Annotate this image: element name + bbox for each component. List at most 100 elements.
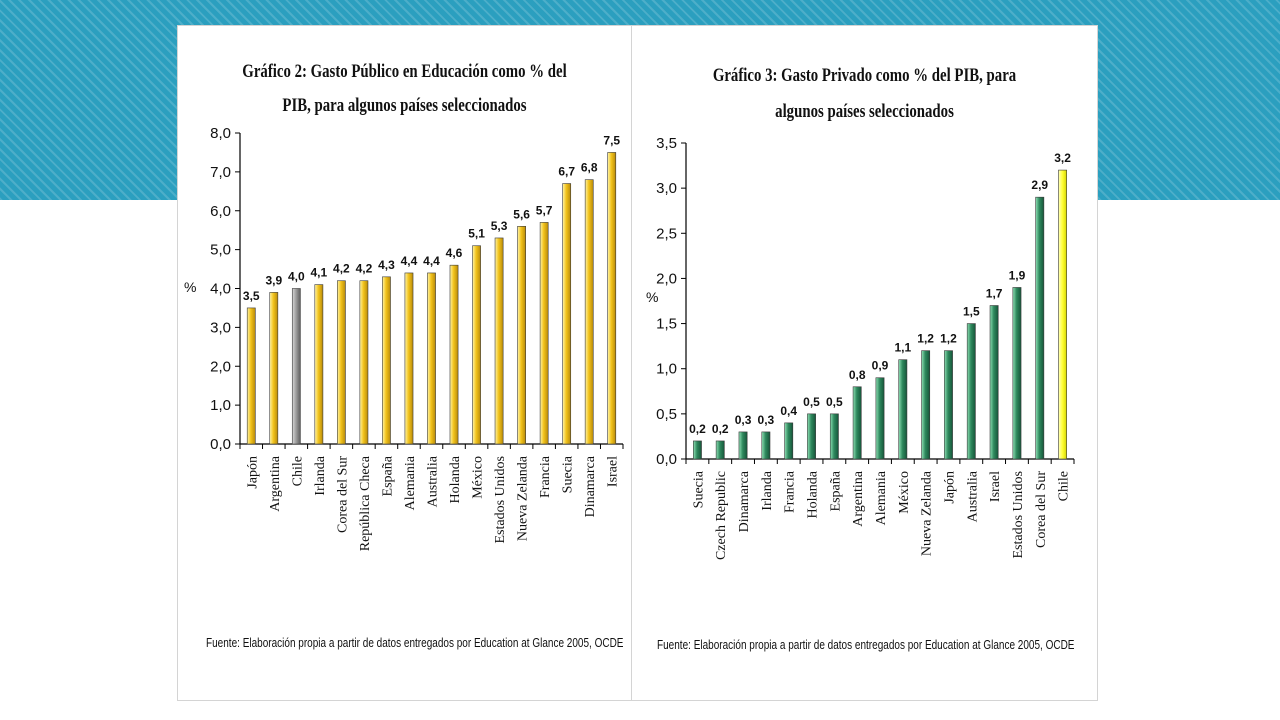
y-axis-label: %: [184, 279, 196, 295]
category-label: España: [828, 470, 843, 511]
chart-source-note: Fuente: Elaboración propia a partir de d…: [206, 636, 624, 650]
y-tick-label: 3,0: [656, 180, 677, 197]
data-label: 4,2: [356, 262, 373, 276]
y-tick-label: 2,5: [656, 225, 677, 242]
bar: [1058, 169, 1067, 460]
data-label: 3,5: [243, 289, 260, 303]
category-label: Chile: [290, 456, 305, 486]
data-label: 4,6: [446, 246, 463, 260]
bar: [989, 305, 999, 460]
data-label: 0,2: [712, 422, 729, 436]
bar: [517, 226, 526, 445]
data-label: 4,0: [288, 270, 305, 284]
bar: [944, 350, 953, 460]
category-label: Nueva Zelanda: [516, 455, 531, 541]
bar: [472, 245, 481, 445]
data-label: 1,5: [963, 305, 980, 319]
category-label: Holanda: [806, 470, 821, 518]
chart-title-line2: algunos países seleccionados: [775, 101, 954, 122]
data-label: 5,3: [491, 219, 508, 233]
category-label: República Checa: [358, 455, 373, 551]
bar: [875, 377, 885, 460]
bar: [715, 440, 725, 460]
category-label: Argentina: [851, 470, 866, 527]
data-label: 2,9: [1031, 178, 1048, 192]
category-label: Dinamarca: [583, 455, 598, 517]
bar: [291, 288, 301, 445]
bar: [829, 413, 839, 460]
category-label: Alemania: [403, 455, 418, 510]
bar: [1035, 196, 1045, 460]
bar: [427, 272, 436, 445]
data-label: 4,3: [378, 258, 395, 272]
y-tick-label: 2,0: [656, 270, 677, 287]
y-axis-label: %: [646, 289, 658, 305]
category-label: Suecia: [561, 455, 576, 493]
category-label: México: [897, 471, 912, 514]
bar: [1012, 287, 1022, 460]
bar: [966, 323, 976, 460]
category-label: Czech Republic: [714, 471, 729, 560]
y-tick-label: 7,0: [210, 164, 231, 181]
data-label: 0,9: [872, 359, 889, 373]
data-label: 1,7: [986, 287, 1003, 301]
y-tick-label: 4,0: [210, 281, 231, 298]
bar: [359, 280, 369, 445]
data-label: 0,5: [803, 395, 820, 409]
category-label: Israel: [988, 471, 1003, 502]
bar: [337, 280, 346, 445]
y-tick-label: 6,0: [210, 203, 231, 220]
bar: [382, 276, 391, 445]
y-tick-label: 8,0: [210, 125, 231, 142]
category-label: Irlanda: [760, 470, 775, 510]
bar: [584, 179, 594, 445]
y-tick-label: 0,0: [656, 451, 677, 468]
y-tick-label: 3,5: [656, 135, 677, 152]
data-label: 3,9: [265, 273, 282, 287]
category-label: Francia: [783, 470, 798, 513]
data-label: 0,2: [689, 422, 706, 436]
bar: [921, 350, 931, 460]
y-tick-label: 3,0: [210, 319, 231, 336]
category-label: Estados Unidos: [1011, 471, 1026, 559]
category-label: Japón: [942, 471, 957, 504]
category-label: Australia: [426, 455, 441, 507]
category-label: Nueva Zelanda: [920, 470, 935, 556]
bar: [314, 284, 324, 445]
bar: [539, 222, 549, 445]
private-spending-bar-chart: 0,0 0,5 1,0 1,5 2,0 2,5 3,0 3,5% 0,2 Suecia 0,2 Cze…: [646, 135, 1075, 560]
category-label: Corea del Sur: [335, 456, 350, 533]
category-label: Corea del Sur: [1034, 471, 1049, 548]
data-label: 0,8: [849, 368, 866, 382]
category-label: Estados Unidos: [493, 456, 508, 544]
data-label: 5,1: [468, 227, 485, 241]
category-label: Japón: [245, 456, 260, 489]
data-label: 0,3: [758, 413, 775, 427]
bar: [852, 386, 862, 460]
bar: [898, 359, 908, 460]
data-label: 0,4: [780, 404, 797, 418]
y-tick-label: 1,0: [210, 397, 231, 414]
chart-panel-public-spending: Gráfico 2: Gasto Público en Educación co…: [178, 26, 631, 700]
bar: [246, 307, 256, 445]
category-label: Holanda: [448, 455, 463, 503]
y-tick-label: 1,5: [656, 316, 677, 333]
data-label: 5,7: [536, 203, 553, 217]
bar: [738, 431, 748, 460]
public-spending-bar-chart: 0,0 1,0 2,0 3,0 4,0 5,0 6,0 7,0 8,0% 3,5 Japón 3,9 A…: [184, 125, 624, 551]
bar: [269, 292, 279, 445]
category-label: México: [471, 456, 486, 499]
category-label: Suecia: [691, 470, 706, 508]
y-tick-label: 0,0: [210, 436, 231, 453]
category-label: Australia: [965, 470, 980, 522]
data-label: 6,7: [558, 165, 575, 179]
data-label: 1,1: [894, 341, 911, 355]
data-label: 4,4: [401, 254, 418, 268]
data-label: 0,5: [826, 395, 843, 409]
bar: [784, 422, 794, 460]
data-label: 6,8: [581, 161, 598, 175]
data-label: 1,2: [917, 332, 934, 346]
category-label: España: [380, 455, 395, 496]
chart-title-line1: Gráfico 2: Gasto Público en Educación co…: [242, 61, 567, 82]
y-tick-label: 5,0: [210, 242, 231, 259]
